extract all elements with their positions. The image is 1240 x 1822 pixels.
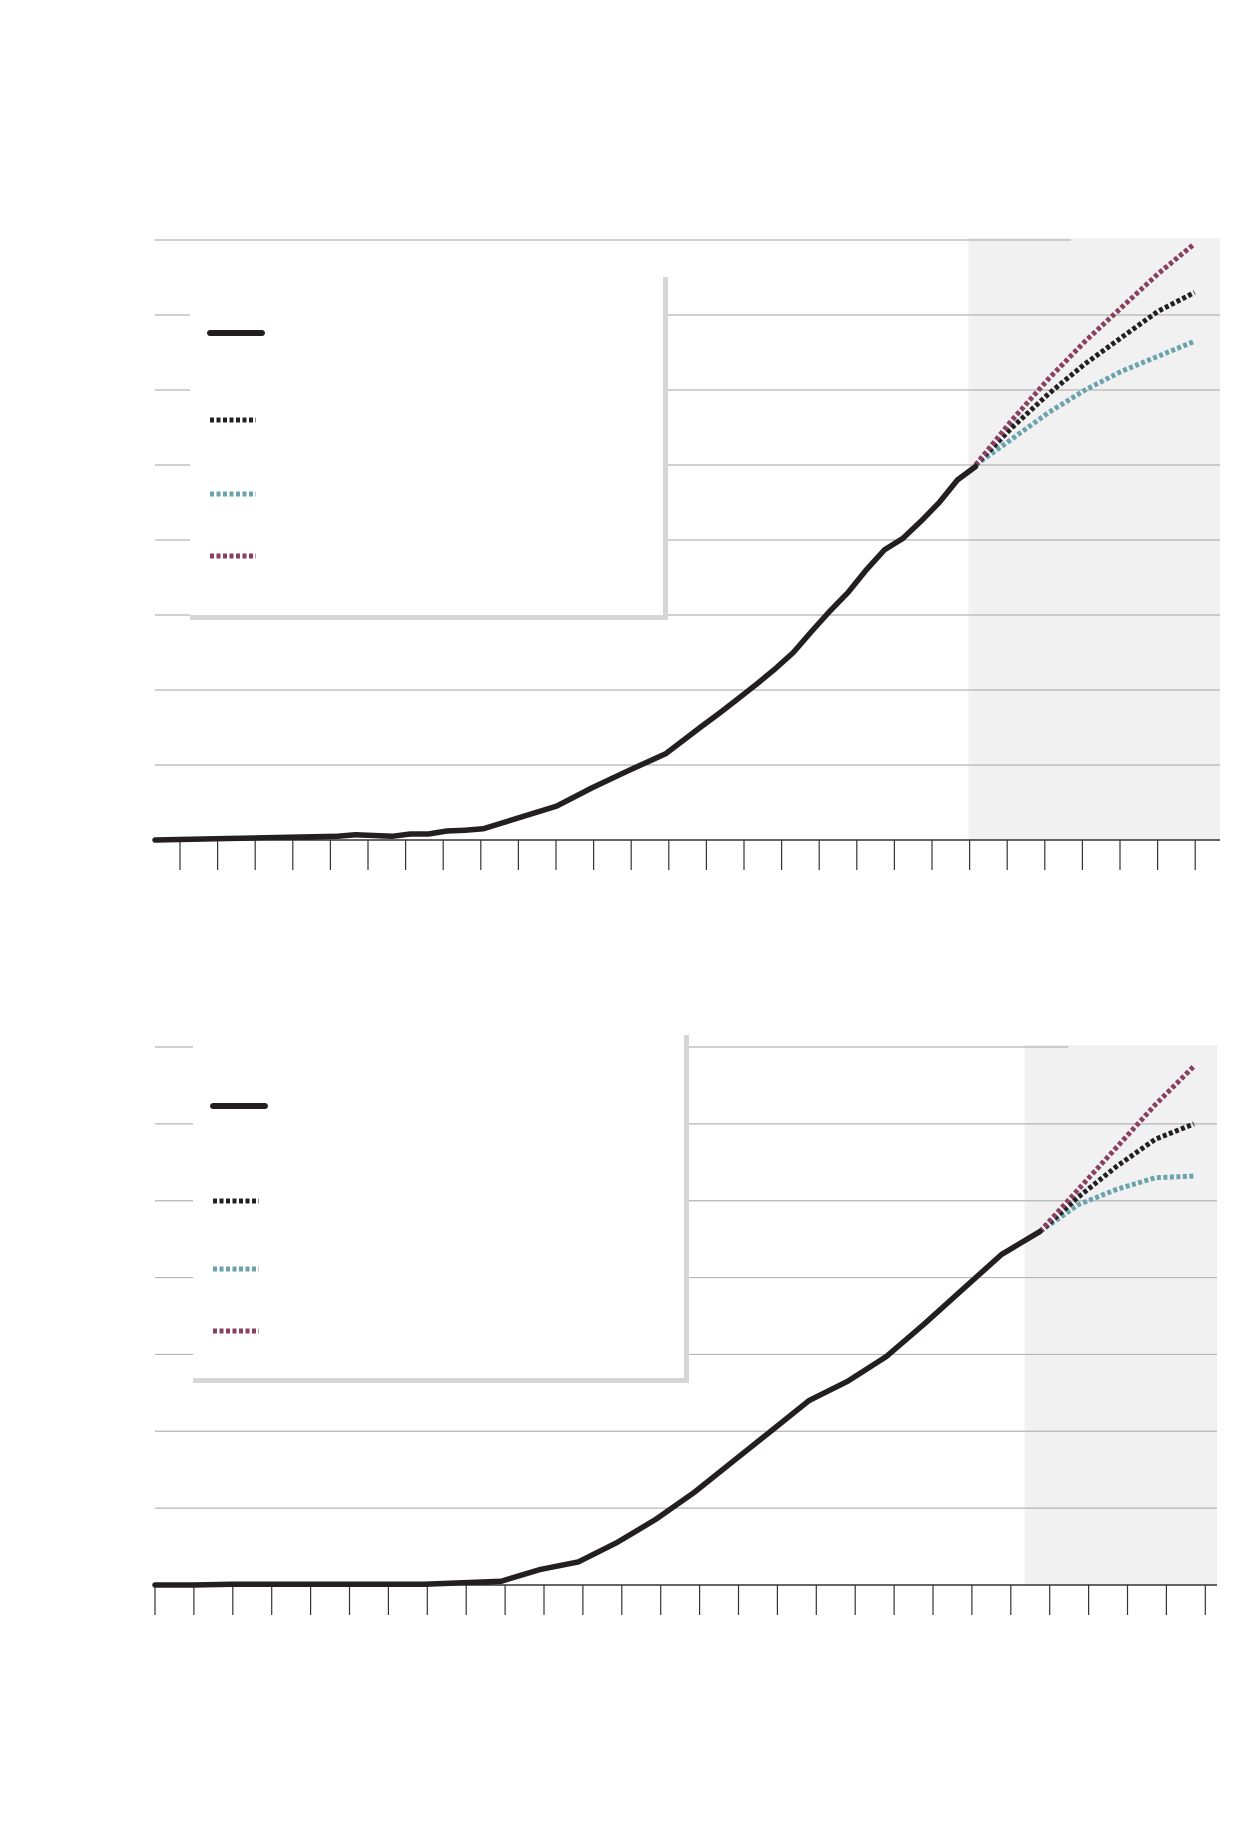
series-line-medium	[973, 290, 1196, 467]
series-line-medium	[1038, 1121, 1195, 1234]
chart-1	[152, 238, 1220, 870]
legend-box	[193, 1035, 684, 1378]
series-line-actual	[152, 1228, 1043, 1588]
series-line-low	[1038, 1173, 1195, 1234]
series-line-high	[973, 241, 1197, 467]
projection-band	[968, 238, 1220, 840]
legend-box	[190, 277, 663, 615]
series-line-high	[1038, 1064, 1196, 1234]
projection-band	[1024, 1045, 1217, 1585]
series-line-low	[974, 338, 1196, 468]
series-line-actual	[152, 463, 979, 843]
chart-2	[152, 1035, 1217, 1615]
